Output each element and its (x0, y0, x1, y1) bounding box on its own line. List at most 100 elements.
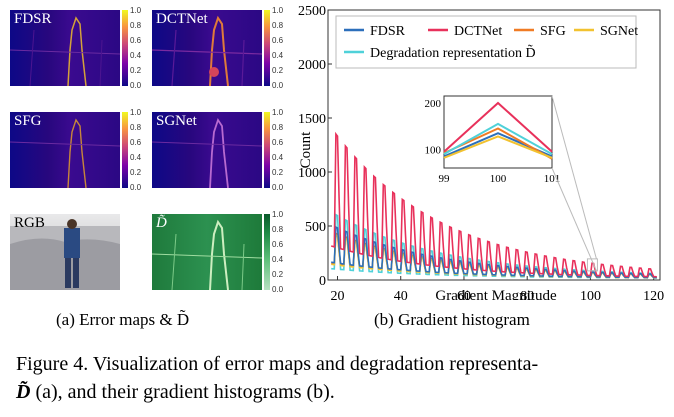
colorbar-tick: 0.0 (130, 81, 142, 90)
colorbar-tick: 0.8 (130, 123, 142, 132)
colorbar (122, 10, 128, 86)
inset-connector (551, 167, 597, 272)
degradation-map-texture (152, 219, 262, 290)
y-tick-label: 500 (305, 220, 326, 235)
colorbar (122, 112, 128, 188)
map-label: SFG (14, 113, 42, 129)
zoom-region (586, 258, 598, 272)
colorbar-tick: 0.4 (130, 153, 142, 162)
colorbar-tick: 0.6 (130, 138, 142, 147)
figure-caption-line1: Figure 4. Visualization of error maps an… (16, 353, 539, 375)
x-tick-label: 20 (330, 289, 344, 300)
x-tick-label: 120 (643, 289, 664, 300)
colorbar-tick: 0.8 (130, 21, 142, 30)
map-label: SGNet (156, 113, 197, 129)
colorbar (264, 10, 270, 86)
figure-caption-symbol: D̃ (16, 381, 31, 403)
inset-connector (551, 95, 597, 260)
error-map-dctnet: DCTNet (152, 10, 262, 86)
error-maps-panel: FDSR 1.0 0.8 0.6 0.4 0.2 0.0 DCTNet 1.0 … (0, 0, 300, 340)
colorbar-tick: 1.0 (272, 6, 284, 15)
error-map-fdsr-texture (10, 16, 120, 86)
colorbar-tick: 0.8 (272, 225, 284, 234)
inset-x-tick-label: 101 (544, 173, 561, 185)
subfigure-caption-a: (a) Error maps & D̃ (56, 310, 190, 329)
map-label: DCTNet (156, 11, 208, 27)
error-map-sfg-texture (10, 118, 120, 188)
colorbar-tick: 1.0 (130, 6, 142, 15)
y-tick-label: 0 (319, 274, 326, 289)
error-map-dctnet-texture (152, 15, 262, 86)
colorbar-tick: 0.4 (130, 51, 142, 60)
x-tick-label: 60 (457, 289, 471, 300)
inset-x-tick-label: 99 (439, 173, 451, 185)
inset-x-tick-label: 100 (490, 173, 507, 185)
colorbar-tick: 1.0 (272, 108, 284, 117)
colorbar-ticks: 1.0 0.8 0.6 0.4 0.2 0.0 (130, 6, 152, 90)
subfigure-caption-b: (b) Gradient histogram (374, 310, 530, 329)
series-line-dctnet (330, 131, 657, 278)
colorbar-tick: 0.2 (272, 66, 284, 75)
colorbar-tick: 0.6 (272, 138, 284, 147)
x-axis-label: Gradient Magnitude (435, 288, 557, 300)
figure-caption-line2-text: (a), and their gradient histograms (b). (30, 381, 335, 403)
colorbar-tick: 0.0 (272, 183, 284, 192)
colorbar-tick: 0.6 (272, 240, 284, 249)
colorbar-ticks: 1.0 0.8 0.6 0.4 0.2 0.0 (272, 6, 294, 90)
error-map-sgnet-texture (152, 117, 262, 188)
degradation-representation-map: D̃ (152, 214, 262, 290)
map-label: D̃ (156, 215, 167, 231)
y-tick-label: 1000 (298, 166, 326, 181)
y-tick-label: 2500 (298, 4, 326, 19)
colorbar (264, 214, 270, 290)
colorbar-tick: 1.0 (130, 108, 142, 117)
colorbar-tick: 1.0 (272, 210, 284, 219)
colorbar-tick: 0.2 (272, 270, 284, 279)
legend-label: Degradation representation D̃ (370, 44, 536, 61)
gradient-histogram-chart: 0 500 1000 1500 2000 2500 20 40 60 80 100 120 Count G… (298, 4, 664, 300)
x-tick-label: 80 (520, 289, 534, 300)
error-map-sgnet: SGNet (152, 112, 262, 188)
gradient-histogram-panel: 0 500 1000 1500 2000 2500 20 40 60 80 100 120 Count G… (288, 0, 674, 340)
colorbar-tick: 0.0 (272, 285, 284, 294)
series-line-degradation (331, 213, 657, 279)
figure-caption-line2: D̃ (a), and their gradient histograms (b… (16, 378, 666, 406)
colorbar-ticks: 1.0 0.8 0.6 0.4 0.2 0.0 (130, 108, 152, 192)
legend-label: FDSR (370, 24, 406, 39)
inset-y-tick-label: 200 (425, 98, 442, 110)
inset-series-line (443, 135, 553, 159)
colorbar-tick: 0.0 (130, 183, 142, 192)
y-axis-label: Count (298, 131, 314, 169)
colorbar-tick: 0.2 (130, 66, 142, 75)
y-tick-label: 2000 (298, 58, 326, 73)
error-map-sfg: SFG (10, 112, 120, 188)
y-tick-label: 1500 (298, 112, 326, 127)
error-map-fdsr: FDSR (10, 10, 120, 86)
colorbar-tick: 0.2 (272, 168, 284, 177)
colorbar (264, 112, 270, 188)
colorbar-tick: 0.6 (130, 36, 142, 45)
legend-label: DCTNet (454, 24, 502, 39)
colorbar-tick: 0.8 (272, 123, 284, 132)
rgb-image-scene (10, 219, 120, 290)
inset-series-line (443, 101, 553, 153)
legend-box (335, 15, 637, 69)
colorbar-tick: 0.4 (272, 255, 284, 264)
series-line-fdsr (331, 225, 657, 279)
inset-frame (443, 95, 553, 169)
rgb-image: RGB (10, 214, 120, 290)
legend-label: SFG (540, 24, 566, 39)
colorbar-tick: 0.0 (272, 81, 284, 90)
map-label: RGB (14, 215, 45, 231)
figure-caption: Figure 4. Visualization of error maps an… (16, 350, 666, 406)
inset-y-tick-label: 100 (425, 144, 442, 156)
x-tick-label: 100 (580, 289, 601, 300)
colorbar-tick: 0.4 (272, 51, 284, 60)
inset-series-line (443, 122, 553, 155)
colorbar-ticks: 1.0 0.8 0.6 0.4 0.2 0.0 (272, 210, 294, 294)
legend-label: SGNet (600, 24, 638, 39)
colorbar-tick: 0.6 (272, 36, 284, 45)
map-label: FDSR (14, 11, 52, 27)
colorbar-tick: 0.4 (272, 153, 284, 162)
colorbar-tick: 0.8 (272, 21, 284, 30)
